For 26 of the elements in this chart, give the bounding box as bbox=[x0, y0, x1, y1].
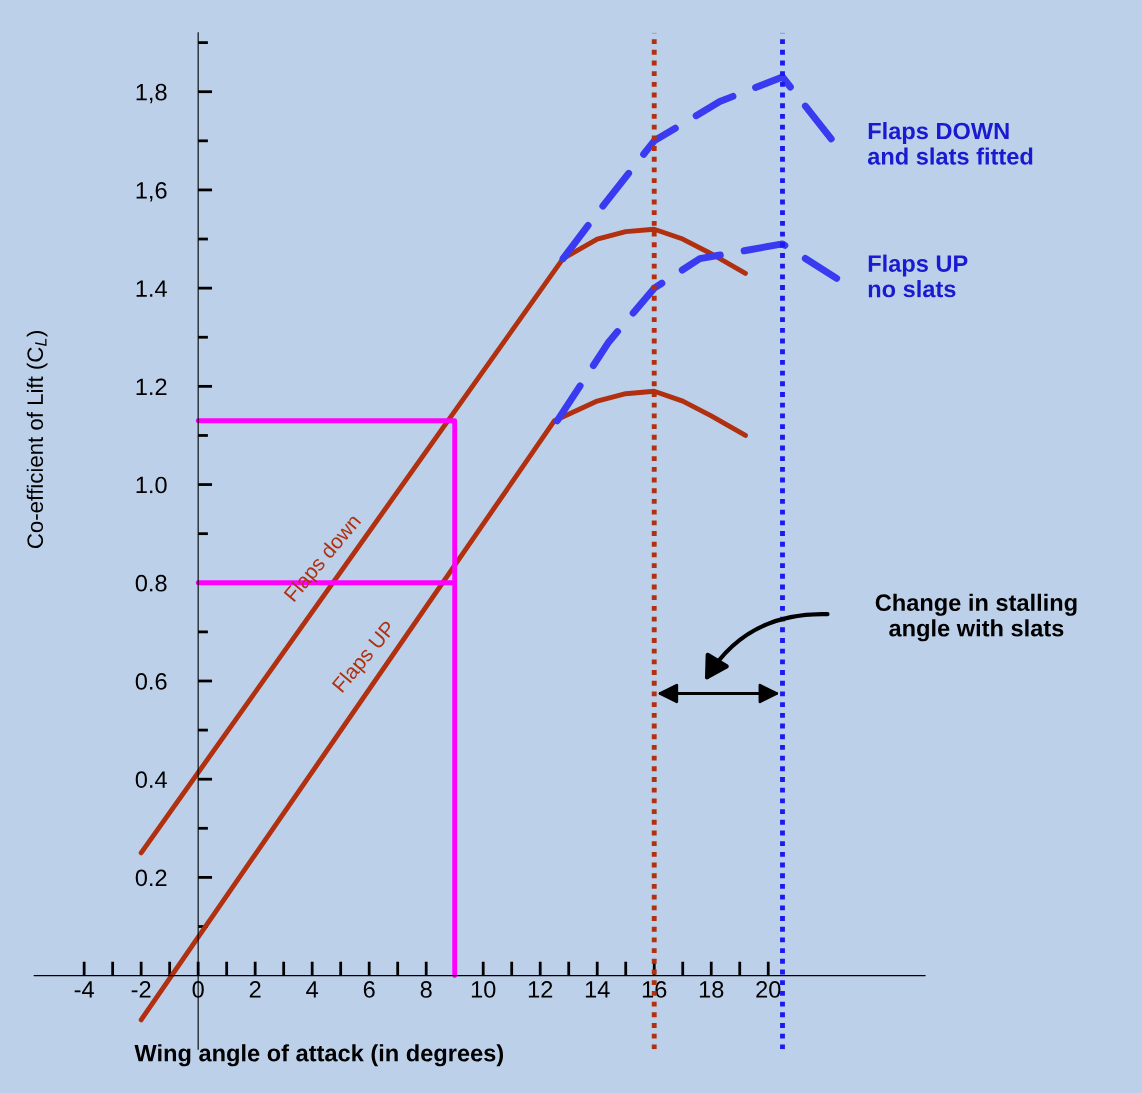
x-tick-label: 4 bbox=[306, 981, 319, 998]
series-label: Flaps UP no slats bbox=[868, 254, 968, 298]
x-tick-label: 20 bbox=[756, 981, 781, 998]
y-tick-label: 0.2 bbox=[135, 869, 167, 887]
x-tick-label: 2 bbox=[249, 981, 261, 998]
x-axis-title: Wing angle of attack (in degrees) bbox=[134, 1044, 504, 1067]
annotation: Change in stalling angle with slats bbox=[875, 593, 1077, 642]
x-tick-label: 6 bbox=[363, 981, 375, 998]
x-tick-label: 18 bbox=[699, 981, 724, 998]
y-tick-label: 1,6 bbox=[136, 182, 167, 202]
y-tick-label: 1.4 bbox=[136, 280, 167, 297]
x-tick-label: 16 bbox=[642, 981, 667, 998]
x-tick-label: 12 bbox=[528, 981, 553, 998]
x-tick-label: -4 bbox=[74, 981, 94, 998]
y-tick-label: 1,8 bbox=[136, 83, 167, 104]
x-tick-label: 14 bbox=[585, 981, 610, 998]
y-tick-label: 1.0 bbox=[136, 476, 167, 494]
y-tick-label: 0.6 bbox=[135, 673, 167, 690]
y-axis-title: Co-efficient of Lift (C$_{L}$) bbox=[26, 331, 48, 549]
y-tick-label: 0.8 bbox=[135, 574, 167, 592]
x-tick-label: 10 bbox=[471, 981, 496, 998]
y-tick-label: 1.2 bbox=[136, 378, 167, 395]
x-tick-label: -2 bbox=[131, 981, 151, 998]
x-tick-label: 8 bbox=[420, 981, 432, 998]
y-tick-label: 0.4 bbox=[135, 771, 167, 788]
series-label: Flaps DOWN and slats fitted bbox=[867, 122, 1033, 165]
